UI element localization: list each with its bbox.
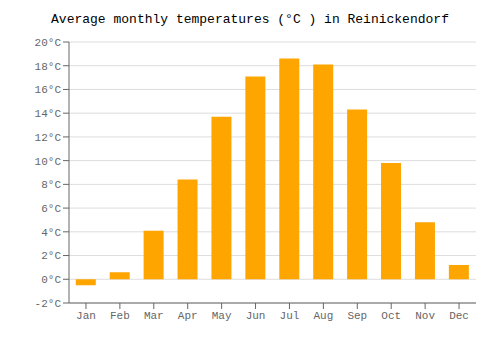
svg-text:10°C: 10°C — [35, 156, 62, 168]
svg-text:Jan: Jan — [76, 310, 96, 322]
svg-text:May: May — [212, 310, 232, 322]
svg-text:6°C: 6°C — [41, 203, 61, 215]
svg-text:14°C: 14°C — [35, 108, 62, 120]
svg-text:16°C: 16°C — [35, 84, 62, 96]
svg-text:12°C: 12°C — [35, 132, 62, 144]
svg-text:Sep: Sep — [347, 310, 367, 322]
html-text:Average monthly temperatures (: Average monthly temperatures (°C ) in Re… — [51, 12, 449, 27]
svg-text:18°C: 18°C — [35, 61, 62, 73]
svg-text:Dec: Dec — [449, 310, 469, 322]
svg-text:Mar: Mar — [144, 310, 164, 322]
svg-text:8°C: 8°C — [41, 179, 61, 191]
svg-text:Apr: Apr — [178, 310, 198, 322]
svg-text:Nov: Nov — [415, 310, 435, 322]
svg-text:4°C: 4°C — [41, 227, 61, 239]
svg-text:20°C: 20°C — [35, 37, 62, 49]
svg-text:Jul: Jul — [280, 310, 300, 322]
svg-text:Feb: Feb — [110, 310, 130, 322]
svg-text:2°C: 2°C — [41, 250, 61, 262]
svg-text:Oct: Oct — [381, 310, 401, 322]
svg-text:0°C: 0°C — [41, 274, 61, 286]
svg-text:Aug: Aug — [313, 310, 333, 322]
svg-text:Jun: Jun — [246, 310, 266, 322]
svg-text:-2°C: -2°C — [35, 298, 62, 310]
